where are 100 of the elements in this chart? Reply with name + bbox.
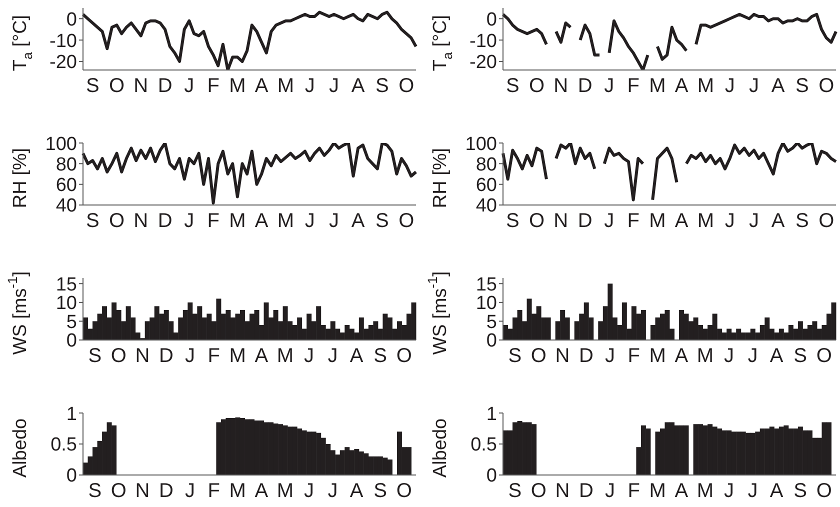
x-tick-label: S — [88, 345, 102, 368]
x-tick-label: S — [376, 75, 389, 98]
x-tick-label: J — [328, 480, 338, 502]
x-tick-label: J — [748, 345, 758, 368]
y-tick-label: 5 — [486, 312, 497, 333]
y-axis-title: Albedo — [10, 418, 30, 478]
y-tick-label: 0 — [66, 330, 77, 352]
x-tick-label: M — [229, 480, 246, 502]
y-tick-label: 10 — [476, 293, 497, 314]
x-tick-label: J — [748, 75, 759, 98]
x-tick-label: F — [627, 75, 640, 98]
x-tick-label: A — [254, 75, 269, 98]
y-tick-label: 0 — [66, 466, 77, 487]
y-axis-title: RH [%] — [10, 148, 30, 208]
x-tick-label: M — [696, 345, 714, 368]
x-tick-label: S — [86, 210, 100, 232]
x-tick-label: A — [674, 480, 689, 502]
x-tick-label: D — [578, 75, 592, 98]
x-tick-label: M — [277, 75, 294, 98]
x-tick-label: O — [110, 480, 126, 502]
x-tick-label: S — [508, 345, 522, 368]
x-tick-label: J — [604, 75, 614, 98]
x-tick-label: D — [579, 480, 594, 502]
x-tick-label: M — [697, 210, 714, 232]
x-tick-label: J — [605, 480, 616, 502]
x-tick-label: M — [229, 210, 246, 232]
y-tick-label: -20 — [50, 52, 77, 74]
x-tick-label: J — [328, 345, 338, 368]
x-tick-label: D — [159, 345, 174, 368]
x-tick-label: J — [748, 480, 758, 502]
x-tick-label: O — [530, 345, 546, 368]
y-tick-label: 1 — [486, 404, 497, 425]
x-tick-label: J — [328, 210, 339, 232]
x-tick-label: M — [276, 480, 294, 502]
y-tick-label: 15 — [56, 274, 77, 296]
x-tick-label: F — [207, 75, 220, 98]
y-tick-label: 0 — [486, 330, 497, 352]
x-tick-label: S — [506, 75, 520, 98]
x-tick-label: M — [229, 75, 246, 98]
x-tick-label: A — [674, 75, 689, 98]
x-tick-label: O — [529, 210, 545, 232]
y-tick-label: 10 — [56, 293, 77, 314]
x-tick-label: S — [796, 210, 809, 232]
x-tick-label: J — [724, 480, 734, 502]
x-tick-label: N — [554, 210, 568, 232]
x-tick-label: A — [254, 345, 269, 368]
x-tick-label: M — [697, 75, 714, 98]
y-tick-label: 40 — [56, 196, 77, 217]
x-tick-label: O — [818, 210, 834, 232]
x-tick-label: N — [554, 75, 568, 98]
x-tick-label: A — [674, 210, 689, 232]
y-tick-label: 100 — [465, 134, 497, 155]
x-tick-label: D — [159, 480, 174, 502]
bar — [655, 432, 660, 475]
x-tick-label: M — [649, 345, 666, 368]
line-series — [82, 10, 418, 70]
x-tick-label: M — [649, 75, 666, 98]
x-tick-label: J — [304, 210, 315, 232]
x-tick-label: S — [88, 480, 102, 502]
y-tick-label: 80 — [56, 154, 77, 176]
x-tick-label: D — [158, 210, 172, 232]
x-tick-label: J — [184, 210, 194, 232]
x-tick-label: A — [351, 75, 366, 98]
x-tick-label: F — [208, 480, 220, 502]
x-tick-label: N — [555, 480, 570, 502]
x-tick-label: N — [135, 480, 150, 502]
x-tick-label: N — [134, 210, 148, 232]
x-tick-label: F — [628, 480, 640, 502]
x-tick-label: S — [374, 345, 387, 368]
x-tick-label: M — [277, 210, 294, 232]
x-tick-label: J — [724, 75, 735, 98]
y-tick-label: -10 — [50, 30, 77, 52]
y-tick-label: 60 — [56, 175, 77, 196]
x-tick-label: D — [579, 345, 594, 368]
x-tick-label: M — [229, 345, 246, 368]
y-tick-label: 0.5 — [50, 434, 77, 456]
x-tick-label: J — [328, 75, 339, 98]
x-tick-label: S — [796, 75, 809, 98]
y-tick-label: 0 — [66, 9, 77, 30]
x-tick-label: M — [276, 345, 294, 368]
x-tick-label: J — [184, 75, 194, 98]
x-tick-label: N — [134, 75, 148, 98]
x-tick-label: J — [304, 75, 315, 98]
y-tick-label: 5 — [66, 312, 77, 333]
x-tick-label: A — [351, 210, 366, 232]
bar — [216, 422, 222, 475]
x-tick-label: O — [818, 75, 834, 98]
x-tick-label: O — [816, 480, 832, 502]
y-axis-title: RH [%] — [430, 148, 450, 208]
y-tick-label: 1 — [66, 404, 77, 425]
x-tick-label: D — [578, 210, 592, 232]
x-tick-label: J — [185, 480, 196, 502]
x-tick-label: A — [771, 75, 786, 98]
x-tick-label: O — [398, 210, 414, 232]
x-tick-label: M — [649, 480, 666, 502]
x-tick-label: N — [555, 345, 570, 368]
x-tick-label: J — [604, 210, 614, 232]
x-tick-label: A — [770, 345, 784, 368]
x-tick-label: O — [396, 480, 412, 502]
y-tick-label: 0 — [486, 9, 497, 30]
